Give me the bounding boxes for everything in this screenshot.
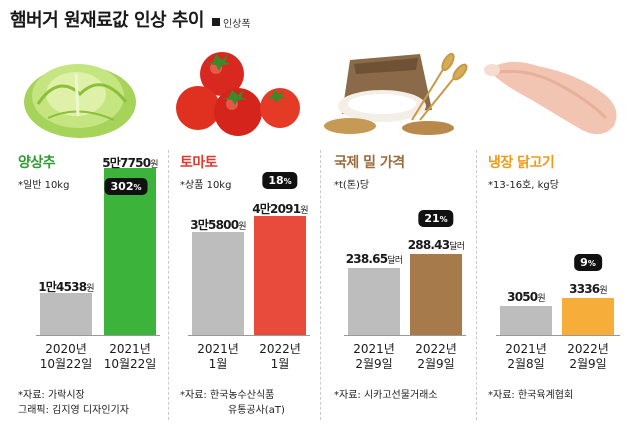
footer-chicken: *자료: 한국육계협회 — [488, 388, 573, 403]
increase-badge: 18% — [262, 172, 298, 189]
panel-tomato: 토마토 *상품 10kg 3만5800원 4만2091원 18% 2021년 1월… — [170, 150, 320, 400]
lettuce-image — [24, 64, 136, 138]
panel-title: 냉장 닭고기 — [488, 155, 555, 171]
source-note: *자료: 한국농수산식품 — [180, 390, 275, 401]
panel-lettuce: 양상추 *일반 10kg 1만4538원 5만7750원 302% 2020년 1… — [8, 150, 160, 400]
x-label-2021: 2021년 10월22일 — [103, 342, 157, 371]
baseline — [188, 335, 310, 336]
legend-label: 인상폭 — [222, 18, 251, 30]
bar-2020 — [40, 293, 92, 335]
value-label-2020: 1만4538원 — [38, 280, 94, 294]
x-label-2021: 2021년 2월8일 — [505, 342, 547, 371]
legend: 인상폭 — [211, 15, 251, 30]
page-title: 햄버거 원재료값 인상 추이 — [10, 10, 204, 31]
panel-wheat: 국제 밀 가격 *t(톤)당 238.65달러 288.43달러 21% 202… — [324, 150, 474, 400]
value-label-2022: 3336원 — [569, 282, 608, 296]
graphic-credit: 그래픽: 김지영 디자인기자 — [18, 405, 129, 416]
chicken-leg-image — [484, 61, 617, 135]
panel-chicken: 냉장 닭고기 *13-16호, kg당 3050원 3336원 9% 2021년… — [478, 150, 628, 400]
increase-badge: 9% — [574, 254, 602, 271]
bar-2021 — [192, 232, 244, 335]
source-note: *자료: 가락시장 — [18, 390, 85, 401]
separator — [168, 150, 169, 420]
baseline — [344, 335, 466, 336]
x-label-2022: 2022년 2월9일 — [415, 342, 457, 371]
source-note-2: 유통공사(aT) — [228, 405, 285, 416]
tomato-image — [176, 52, 300, 136]
bar-2022 — [254, 216, 306, 335]
panel-title: 국제 밀 가격 — [334, 155, 405, 171]
value-label-2022: 4만2091원 — [252, 202, 308, 216]
separator — [476, 150, 477, 420]
title-row: 햄버거 원재료값 인상 추이 인상폭 — [10, 6, 251, 31]
value-label-2021: 238.65달러 — [345, 252, 403, 266]
increase-badge: 21% — [418, 210, 454, 227]
source-note: *자료: 한국육계협회 — [488, 390, 574, 401]
panel-title: 양상추 — [18, 155, 56, 171]
x-label-2022: 2022년 1월 — [259, 342, 301, 371]
panel-unit-note: *상품 10kg — [180, 180, 232, 191]
footer-lettuce: *자료: 가락시장 그래픽: 김지영 디자인기자 — [18, 388, 129, 418]
bar-2021 — [500, 306, 552, 335]
x-label-2022: 2022년 2월9일 — [567, 342, 609, 371]
baseline — [496, 335, 620, 336]
panel-unit-note: *일반 10kg — [18, 180, 70, 191]
value-label-2021: 3050원 — [507, 290, 546, 304]
source-note: *자료: 시카고선물거래소 — [334, 390, 438, 401]
x-label-2021: 2021년 1월 — [197, 342, 239, 371]
footer-wheat: *자료: 시카고선물거래소 — [334, 388, 438, 403]
separator — [320, 150, 321, 420]
bar-2021 — [104, 168, 156, 335]
value-label-2022: 288.43달러 — [407, 238, 465, 252]
value-label-2021: 3만5800원 — [190, 218, 246, 232]
bar-2021 — [348, 268, 400, 335]
increase-badge: 302% — [104, 178, 148, 195]
bar-2022 — [562, 298, 614, 335]
panel-unit-note: *13-16호, kg당 — [488, 180, 559, 191]
value-label-2021: 5만7750원 — [102, 156, 158, 170]
x-label-2021: 2021년 2월9일 — [353, 342, 395, 371]
panel-title: 토마토 — [180, 155, 218, 171]
x-label-2020: 2020년 10월22일 — [39, 342, 93, 371]
panel-unit-note: *t(톤)당 — [334, 180, 370, 191]
bar-2022 — [410, 254, 462, 335]
wheat-image — [324, 52, 468, 135]
footer-tomato: *자료: 한국농수산식품 유통공사(aT) — [180, 388, 285, 418]
baseline — [36, 335, 160, 336]
legend-square-icon — [211, 18, 220, 26]
